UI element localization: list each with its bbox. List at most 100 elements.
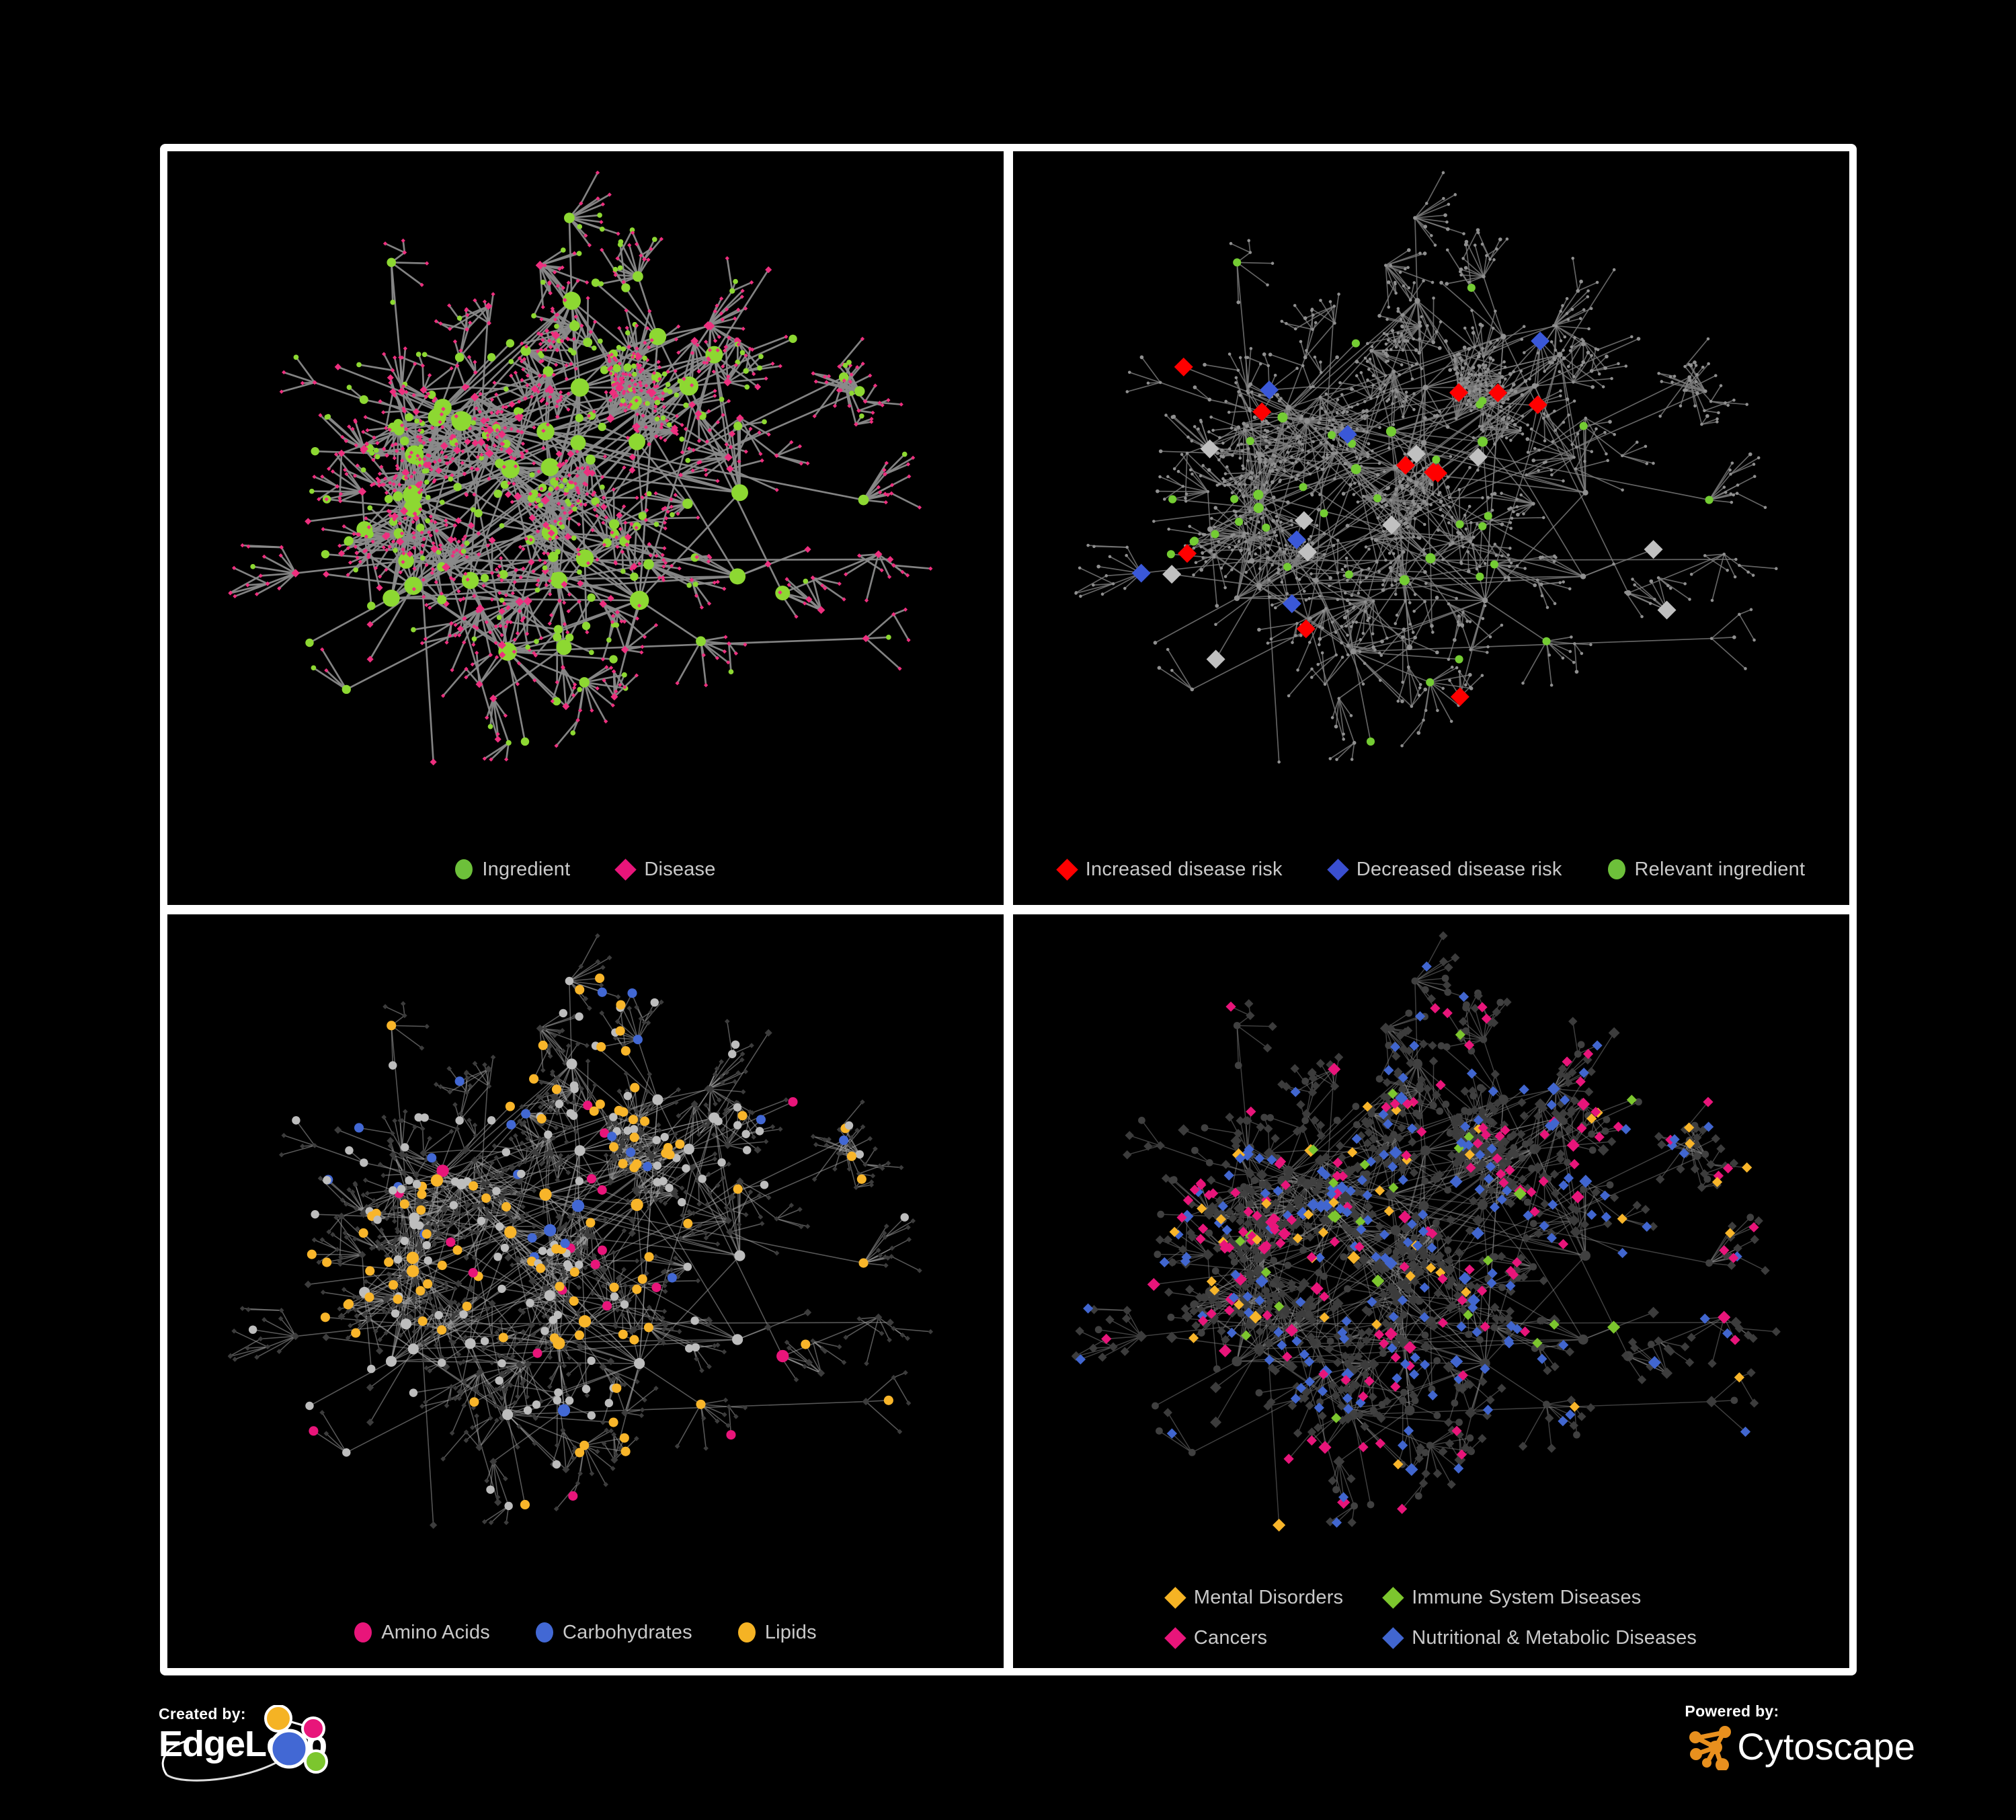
disease-node[interactable] <box>566 609 571 614</box>
disease-node[interactable] <box>372 435 376 440</box>
disease-node[interactable] <box>447 536 455 544</box>
ingredient-node[interactable] <box>629 227 635 233</box>
disease-node[interactable] <box>538 359 543 364</box>
disease-node[interactable] <box>391 539 396 544</box>
disease-node[interactable] <box>617 325 622 331</box>
disease-node[interactable] <box>397 521 402 526</box>
disease-node[interactable] <box>657 364 662 370</box>
disease-node[interactable] <box>647 542 652 547</box>
disease-node[interactable] <box>545 329 549 333</box>
disease-node[interactable] <box>538 342 543 347</box>
disease-node[interactable] <box>535 349 540 354</box>
disease-node[interactable] <box>453 446 462 454</box>
disease-node[interactable] <box>719 311 724 316</box>
disease-node[interactable] <box>562 703 570 711</box>
disease-node[interactable] <box>627 384 632 389</box>
disease-node[interactable] <box>540 496 550 505</box>
disease-node[interactable] <box>547 621 552 626</box>
disease-node[interactable] <box>707 409 711 413</box>
disease-node[interactable] <box>513 492 522 501</box>
disease-node[interactable] <box>622 504 627 509</box>
disease-node[interactable] <box>561 664 565 670</box>
disease-node[interactable] <box>886 398 891 403</box>
disease-node[interactable] <box>488 450 493 455</box>
ingredient-node[interactable] <box>293 354 299 360</box>
disease-node[interactable] <box>634 525 639 530</box>
ingredient-node[interactable] <box>654 399 661 405</box>
disease-node[interactable] <box>451 550 456 555</box>
disease-node[interactable] <box>573 366 578 371</box>
ingredient-node[interactable] <box>731 484 748 502</box>
disease-node[interactable] <box>690 468 695 473</box>
ingredient-node[interactable] <box>415 458 424 467</box>
disease-node[interactable] <box>469 466 475 471</box>
disease-node[interactable] <box>392 517 397 522</box>
disease-node[interactable] <box>279 545 284 550</box>
disease-node[interactable] <box>715 303 719 308</box>
disease-node[interactable] <box>663 516 669 521</box>
ingredient-node[interactable] <box>608 349 618 359</box>
disease-node[interactable] <box>456 539 461 544</box>
disease-node[interactable] <box>524 344 529 349</box>
disease-node[interactable] <box>452 434 456 439</box>
disease-node[interactable] <box>497 430 506 439</box>
disease-node[interactable] <box>624 533 632 541</box>
ingredient-node[interactable] <box>589 649 594 656</box>
disease-node[interactable] <box>393 442 398 446</box>
disease-node[interactable] <box>585 465 590 470</box>
disease-node[interactable] <box>555 399 560 404</box>
disease-node[interactable] <box>627 372 633 377</box>
disease-node[interactable] <box>428 533 433 538</box>
disease-node[interactable] <box>627 344 632 350</box>
ingredient-node[interactable] <box>495 459 505 469</box>
disease-node[interactable] <box>488 652 493 658</box>
disease-node[interactable] <box>503 593 508 598</box>
disease-node[interactable] <box>578 708 583 713</box>
ingredient-node[interactable] <box>374 454 380 460</box>
disease-node[interactable] <box>622 619 627 624</box>
disease-node[interactable] <box>799 461 803 466</box>
ingredient-node[interactable] <box>508 359 514 364</box>
disease-node[interactable] <box>704 473 709 477</box>
disease-node[interactable] <box>424 261 430 266</box>
disease-node[interactable] <box>431 541 436 546</box>
ingredient-node[interactable] <box>654 416 660 422</box>
ingredient-node[interactable] <box>618 239 624 245</box>
disease-node[interactable] <box>715 479 720 483</box>
disease-node[interactable] <box>393 355 397 360</box>
disease-node[interactable] <box>613 561 618 566</box>
disease-node[interactable] <box>452 523 458 528</box>
disease-node[interactable] <box>395 467 400 471</box>
disease-node[interactable] <box>760 458 764 463</box>
ingredient-node[interactable] <box>506 339 515 348</box>
disease-node[interactable] <box>567 450 575 458</box>
disease-node[interactable] <box>748 346 752 351</box>
disease-node[interactable] <box>862 399 868 404</box>
disease-node[interactable] <box>891 563 896 568</box>
disease-node[interactable] <box>610 703 615 708</box>
disease-node[interactable] <box>688 401 696 409</box>
ingredient-node[interactable] <box>585 454 596 465</box>
disease-node[interactable] <box>725 256 729 261</box>
disease-node[interactable] <box>427 373 432 378</box>
ingredient-node[interactable] <box>559 483 565 489</box>
ingredient-node[interactable] <box>620 398 626 403</box>
ingredient-node[interactable] <box>534 639 539 644</box>
disease-node[interactable] <box>549 612 554 618</box>
ingredient-node[interactable] <box>663 387 669 393</box>
disease-node[interactable] <box>675 680 680 686</box>
disease-node[interactable] <box>647 345 651 350</box>
disease-node[interactable] <box>669 497 674 502</box>
disease-node[interactable] <box>604 390 608 395</box>
disease-node[interactable] <box>564 363 569 368</box>
disease-node[interactable] <box>586 561 591 565</box>
disease-node[interactable] <box>734 337 739 342</box>
disease-node[interactable] <box>635 323 639 328</box>
disease-node[interactable] <box>567 516 572 521</box>
ingredient-node[interactable] <box>600 484 605 490</box>
disease-node[interactable] <box>448 633 452 638</box>
disease-node[interactable] <box>713 309 717 314</box>
ingredient-node[interactable] <box>667 389 673 395</box>
ingredient-node[interactable] <box>642 355 647 361</box>
disease-node[interactable] <box>754 383 762 391</box>
